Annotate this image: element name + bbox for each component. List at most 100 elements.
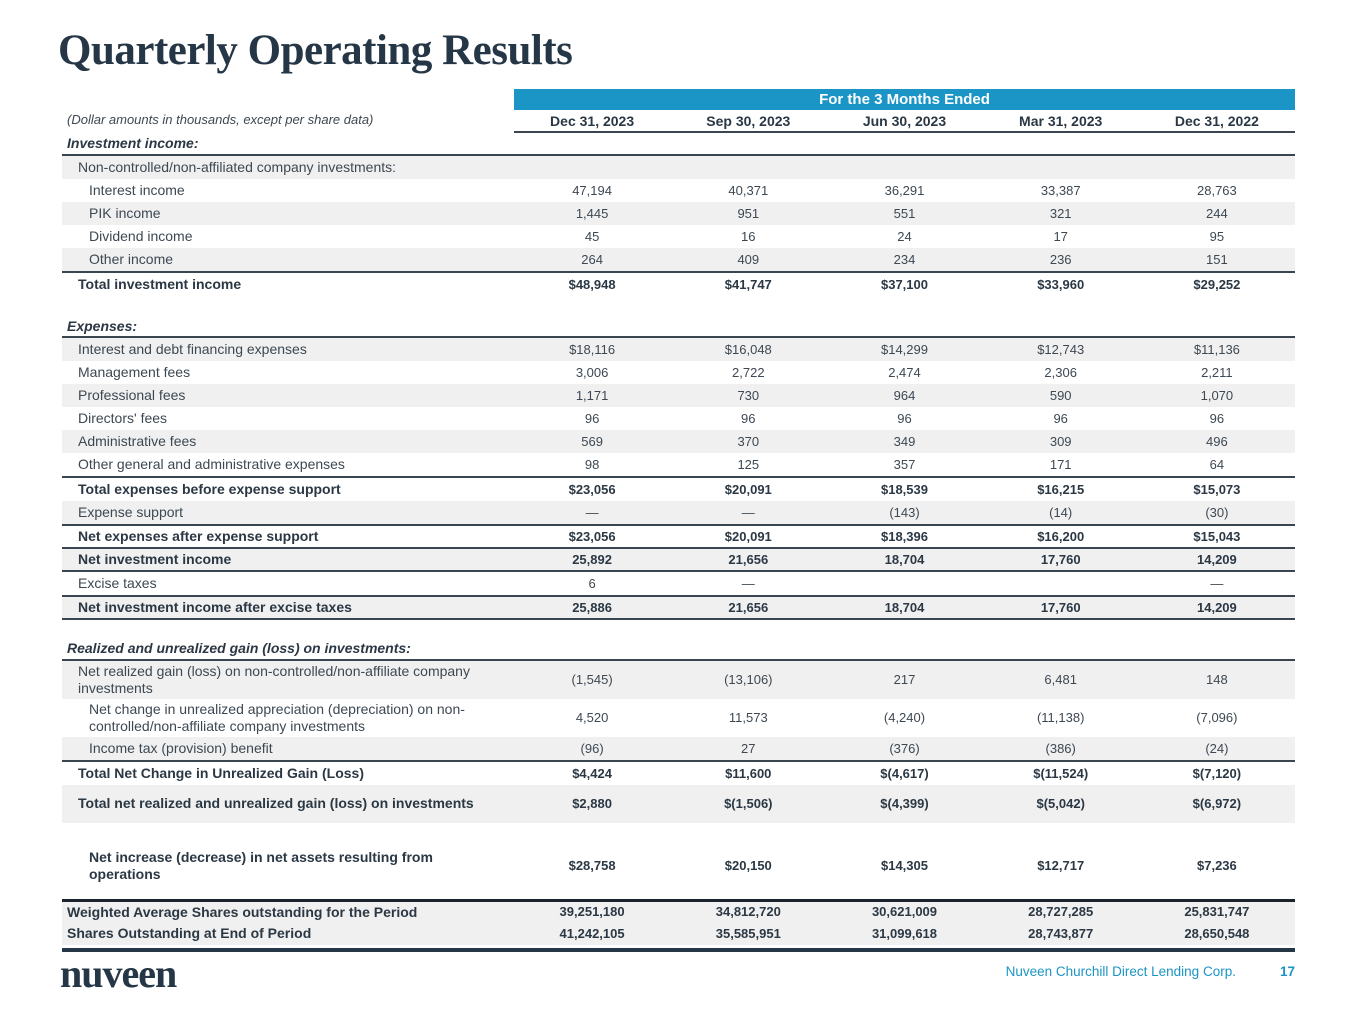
row-label: Weighted Average Shares outstanding for …	[67, 903, 418, 920]
row-label: Excise taxes	[78, 575, 157, 592]
cell-value: 30,621,009	[871, 904, 938, 920]
table-row: Administrative fees 569 370 349 309 496	[62, 430, 1295, 454]
cell-value: $23,056	[568, 482, 616, 498]
spacer-row	[62, 296, 1295, 316]
cell-value: (386)	[1045, 740, 1076, 756]
cell-value: $14,299	[880, 342, 928, 358]
cell-value: 31,099,618	[871, 926, 938, 942]
table-row: Non-controlled/non-affiliated company in…	[62, 155, 1295, 179]
cell-value: 6,481	[1044, 672, 1077, 688]
cell-value: 357	[893, 457, 916, 473]
page-title: Quarterly Operating Results	[58, 27, 573, 74]
cell-value: $20,091	[724, 482, 772, 498]
spacer-row	[62, 887, 1295, 899]
row-label: Net investment income	[78, 551, 232, 568]
cell-value	[983, 582, 1139, 586]
date-columns: Dec 31, 2023 Sep 30, 2023 Jun 30, 2023 Mar …	[514, 110, 1295, 133]
row-label: Income tax (provision) benefit	[89, 739, 273, 756]
cell-value: $11,600	[725, 765, 772, 781]
row-label: Interest income	[89, 181, 185, 198]
row-label: Other income	[89, 250, 174, 267]
cell-value: $37,100	[880, 276, 928, 292]
table-row: Other income 264 409 234 236 151	[62, 247, 1295, 271]
table-row: Net investment income after excise taxes…	[62, 595, 1295, 621]
cell-value: (143)	[889, 505, 920, 521]
cell-value: $15,043	[1193, 529, 1241, 545]
cell-value: 2,474	[888, 365, 921, 381]
cell-value: $16,215	[1037, 482, 1085, 498]
spacer-row	[62, 823, 1295, 845]
cell-value: 14,209	[1197, 552, 1237, 568]
cell-value: —	[741, 576, 755, 592]
cell-value: 309	[1049, 434, 1072, 450]
cell-value: 6	[588, 576, 596, 592]
cell-value: 964	[893, 388, 916, 404]
period-columns-header: For the 3 Months Ended Dec 31, 2023 Sep 3…	[514, 89, 1295, 133]
row-label: Management fees	[78, 364, 191, 381]
row-label: Professional fees	[78, 387, 186, 404]
cell-value: $11,136	[1193, 342, 1240, 358]
cell-value: 24	[897, 228, 912, 244]
table-row: Expense support — — (143) (14) (30)	[62, 501, 1295, 525]
cell-value: 28,763	[1197, 182, 1237, 198]
cell-value: 569	[581, 434, 603, 450]
row-label: Total expenses before expense support	[78, 481, 341, 498]
table-row: Other general and administrative expense…	[62, 453, 1295, 476]
cell-value: 27	[741, 740, 756, 756]
cell-value: 96	[741, 411, 756, 427]
cell-value: $(1,506)	[724, 796, 773, 812]
cell-value: $18,396	[880, 529, 928, 545]
cell-value: 496	[1206, 434, 1228, 450]
cell-value: (96)	[580, 740, 604, 756]
cell-value: $14,305	[880, 858, 928, 874]
cell-value: 14,209	[1197, 600, 1237, 616]
table-row: Net change in unrealized appreciation (d…	[62, 699, 1295, 737]
section-header-row: Realized and unrealized gain (loss) on i…	[62, 638, 1295, 661]
table-row: Net increase (decrease) in net assets re…	[62, 845, 1295, 887]
row-label: Net increase (decrease) in net assets re…	[89, 849, 433, 882]
cell-value: (30)	[1205, 505, 1229, 521]
cell-value: 45	[584, 228, 600, 244]
row-label: Net change in unrealized appreciation (d…	[89, 701, 465, 734]
cell-value: $(11,524)	[1033, 765, 1089, 781]
cell-value: 125	[737, 457, 760, 473]
table-row: Dividend income 45 16 24 17 95	[62, 225, 1295, 248]
cell-value: 28,650,548	[1184, 926, 1250, 942]
cell-value	[670, 165, 826, 169]
cell-value: $41,747	[724, 276, 772, 292]
cell-value: 236	[1049, 251, 1072, 267]
cell-value: 17	[1053, 228, 1068, 244]
row-label: Total investment income	[78, 275, 242, 292]
table-note: (Dollar amounts in thousands, except per…	[67, 112, 374, 127]
cell-value: 25,831,747	[1184, 904, 1250, 920]
cell-value: (7,096)	[1196, 710, 1238, 726]
row-label: Total net realized and unrealized gain (…	[78, 795, 474, 812]
cell-value: 370	[737, 434, 760, 450]
cell-value: (24)	[1205, 740, 1229, 756]
row-label: Directors' fees	[78, 410, 168, 427]
row-label: Dividend income	[89, 227, 193, 244]
table-row: Weighted Average Shares outstanding for …	[62, 898, 1295, 923]
cell-value: 21,656	[728, 552, 769, 568]
cell-value: 2,211	[1201, 365, 1233, 381]
cell-value: $15,073	[1193, 482, 1241, 498]
cell-value: $33,960	[1037, 276, 1085, 292]
cell-value: 11,573	[728, 710, 768, 726]
cell-value: 21,656	[728, 600, 769, 616]
cell-value: 151	[1206, 251, 1228, 267]
cell-value: 47,194	[572, 182, 612, 198]
table-row: Net expenses after expense support $23,05…	[62, 524, 1295, 550]
cell-value: 17,760	[1040, 600, 1081, 616]
table-row: Total net realized and unrealized gain (…	[62, 784, 1295, 823]
cell-value: $(7,120)	[1192, 765, 1242, 781]
cell-value: 18,704	[884, 600, 925, 616]
table-row: Total investment income $48,948 $41,747 $37…	[62, 270, 1295, 296]
cell-value: $18,539	[880, 482, 928, 498]
cell-value: $7,236	[1197, 858, 1237, 874]
cell-value: 96	[1053, 411, 1068, 427]
row-label: Non-controlled/non-affiliated company in…	[78, 158, 397, 175]
table-row: Management fees 3,006 2,722 2,474 2,306 2,211	[62, 361, 1295, 384]
row-label: Investment income:	[67, 135, 199, 151]
table-row: Professional fees 1,171 730 964 590 1,070	[62, 384, 1295, 408]
cell-value: 36,291	[884, 182, 925, 198]
